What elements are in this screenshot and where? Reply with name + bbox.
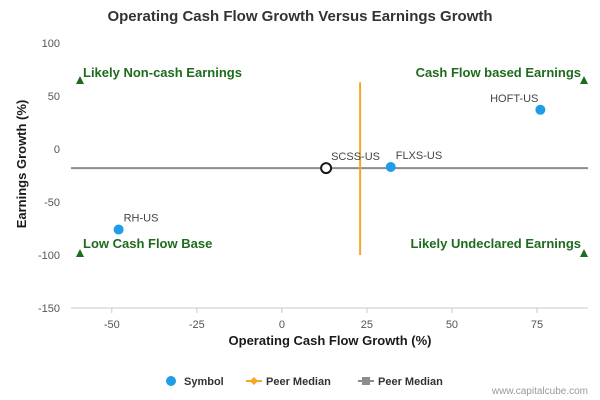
quadrant-labels: Likely Non-cash Earnings Cash Flow based … xyxy=(76,65,588,257)
data-points: HOFT-US FLXS-US SCSS-US RH-US xyxy=(113,93,546,235)
quadrant-label: Likely Non-cash Earnings xyxy=(83,65,242,80)
data-point-label: RH-US xyxy=(124,213,159,225)
y-tick-label: 50 xyxy=(48,91,60,103)
data-point-label: FLXS-US xyxy=(396,150,442,162)
data-point-label: HOFT-US xyxy=(490,93,538,105)
y-tick-label: -50 xyxy=(44,197,60,209)
quadrant-marker-icon xyxy=(76,76,84,84)
quadrant-marker-icon xyxy=(76,249,84,257)
quadrant-label: Cash Flow based Earnings xyxy=(416,65,581,80)
chart-title: Operating Cash Flow Growth Versus Earnin… xyxy=(107,8,492,25)
y-tick-label: -150 xyxy=(38,303,60,315)
x-tick-label: 0 xyxy=(279,319,285,331)
data-point xyxy=(535,104,546,115)
quadrant-marker-icon xyxy=(580,249,588,257)
legend-square-icon xyxy=(362,377,370,385)
x-axis-ticks: -50 -25 0 25 50 75 xyxy=(104,308,543,331)
y-tick-label: 100 xyxy=(42,38,60,50)
y-axis-title: Earnings Growth (%) xyxy=(14,100,29,229)
x-tick-label: 50 xyxy=(446,319,458,331)
x-tick-label: -50 xyxy=(104,319,120,331)
y-axis-ticks: 100 50 0 -50 -100 -150 xyxy=(38,38,60,315)
quadrant-label: Low Cash Flow Base xyxy=(83,236,212,251)
watermark: www.capitalcube.com xyxy=(491,386,588,397)
legend-label: Peer Median xyxy=(378,376,443,388)
legend-symbol-icon xyxy=(166,376,176,386)
legend: Symbol Peer Median Peer Median xyxy=(166,376,443,388)
x-tick-label: -25 xyxy=(189,319,205,331)
quadrant-label: Likely Undeclared Earnings xyxy=(410,236,581,251)
data-point xyxy=(385,162,396,173)
data-point-label: SCSS-US xyxy=(331,151,380,163)
legend-label: Peer Median xyxy=(266,376,331,388)
y-tick-label: 0 xyxy=(54,144,60,156)
x-axis-title: Operating Cash Flow Growth (%) xyxy=(229,333,432,348)
data-point xyxy=(113,224,124,235)
x-tick-label: 75 xyxy=(531,319,543,331)
quadrant-marker-icon xyxy=(580,76,588,84)
legend-diamond-icon xyxy=(250,377,258,385)
x-tick-label: 25 xyxy=(361,319,373,331)
y-tick-label: -100 xyxy=(38,250,60,262)
data-point xyxy=(320,162,333,175)
legend-label: Symbol xyxy=(184,376,224,388)
